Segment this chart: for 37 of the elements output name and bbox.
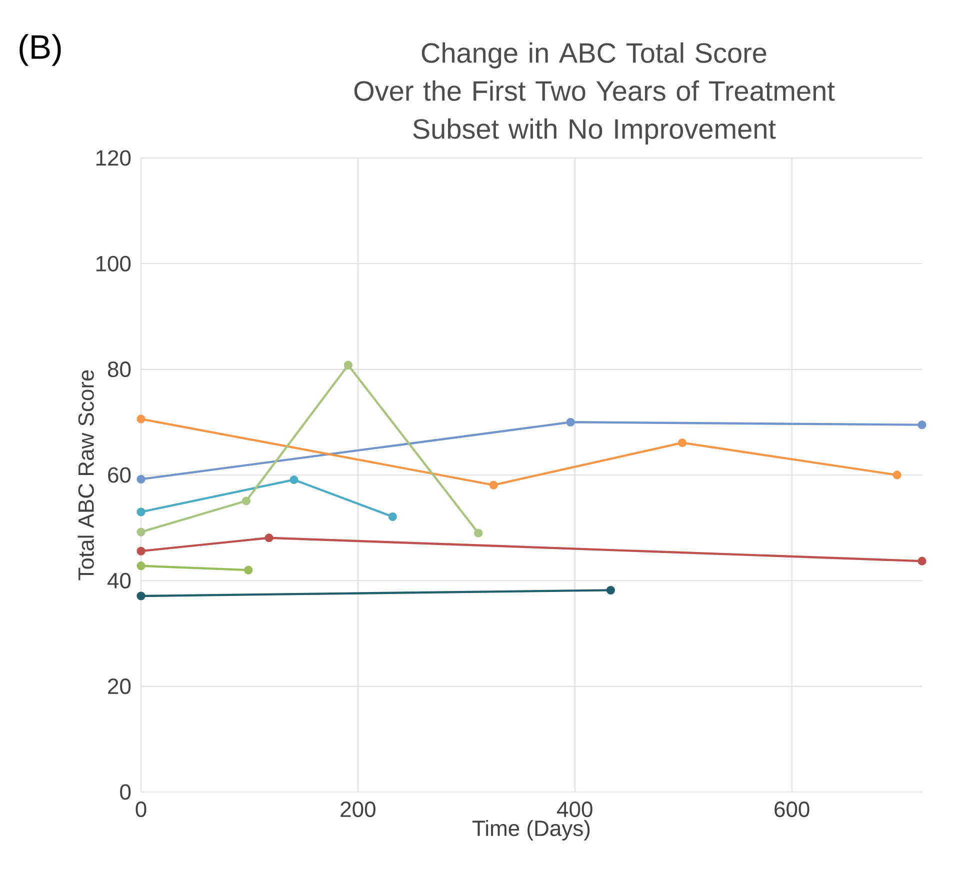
x-tick-label: 200	[340, 802, 376, 818]
y-tick-label: 20	[108, 678, 131, 694]
chart-title: Change in ABC Total Score	[422, 42, 766, 68]
point	[136, 528, 146, 536]
y-tick-label: 120	[96, 150, 131, 166]
point	[244, 566, 253, 574]
point	[566, 418, 575, 426]
point	[606, 586, 615, 594]
y-axis-title: Total ABC Raw Score	[78, 370, 94, 580]
x-tick-label: 0	[136, 802, 146, 818]
y-tick-label: 80	[108, 362, 131, 378]
text: (B)	[20, 34, 61, 66]
x-axis-title: Time (Days)	[472, 820, 590, 840]
point	[474, 528, 483, 538]
point	[918, 420, 926, 430]
y-tick-label: 100	[96, 256, 131, 272]
y-tick-label: 60	[108, 467, 131, 483]
point	[489, 480, 498, 490]
point	[136, 592, 146, 600]
x-tick-label: 400	[557, 802, 592, 818]
point	[264, 534, 274, 542]
point	[918, 556, 926, 566]
point	[136, 562, 146, 570]
point	[678, 438, 687, 448]
point	[136, 414, 146, 424]
point	[136, 508, 146, 516]
point	[344, 360, 352, 370]
point	[136, 546, 146, 556]
point	[892, 470, 902, 480]
y-tick-label: 0	[120, 784, 131, 800]
x-tick-label: 600	[774, 802, 810, 818]
y-tick-label: 40	[108, 572, 131, 588]
point	[242, 496, 251, 506]
chart-subtitle: Over the First Two Years of Treatment Subset with No Improvement	[354, 80, 835, 144]
point	[388, 512, 397, 522]
point	[136, 474, 146, 484]
point	[290, 475, 298, 484]
